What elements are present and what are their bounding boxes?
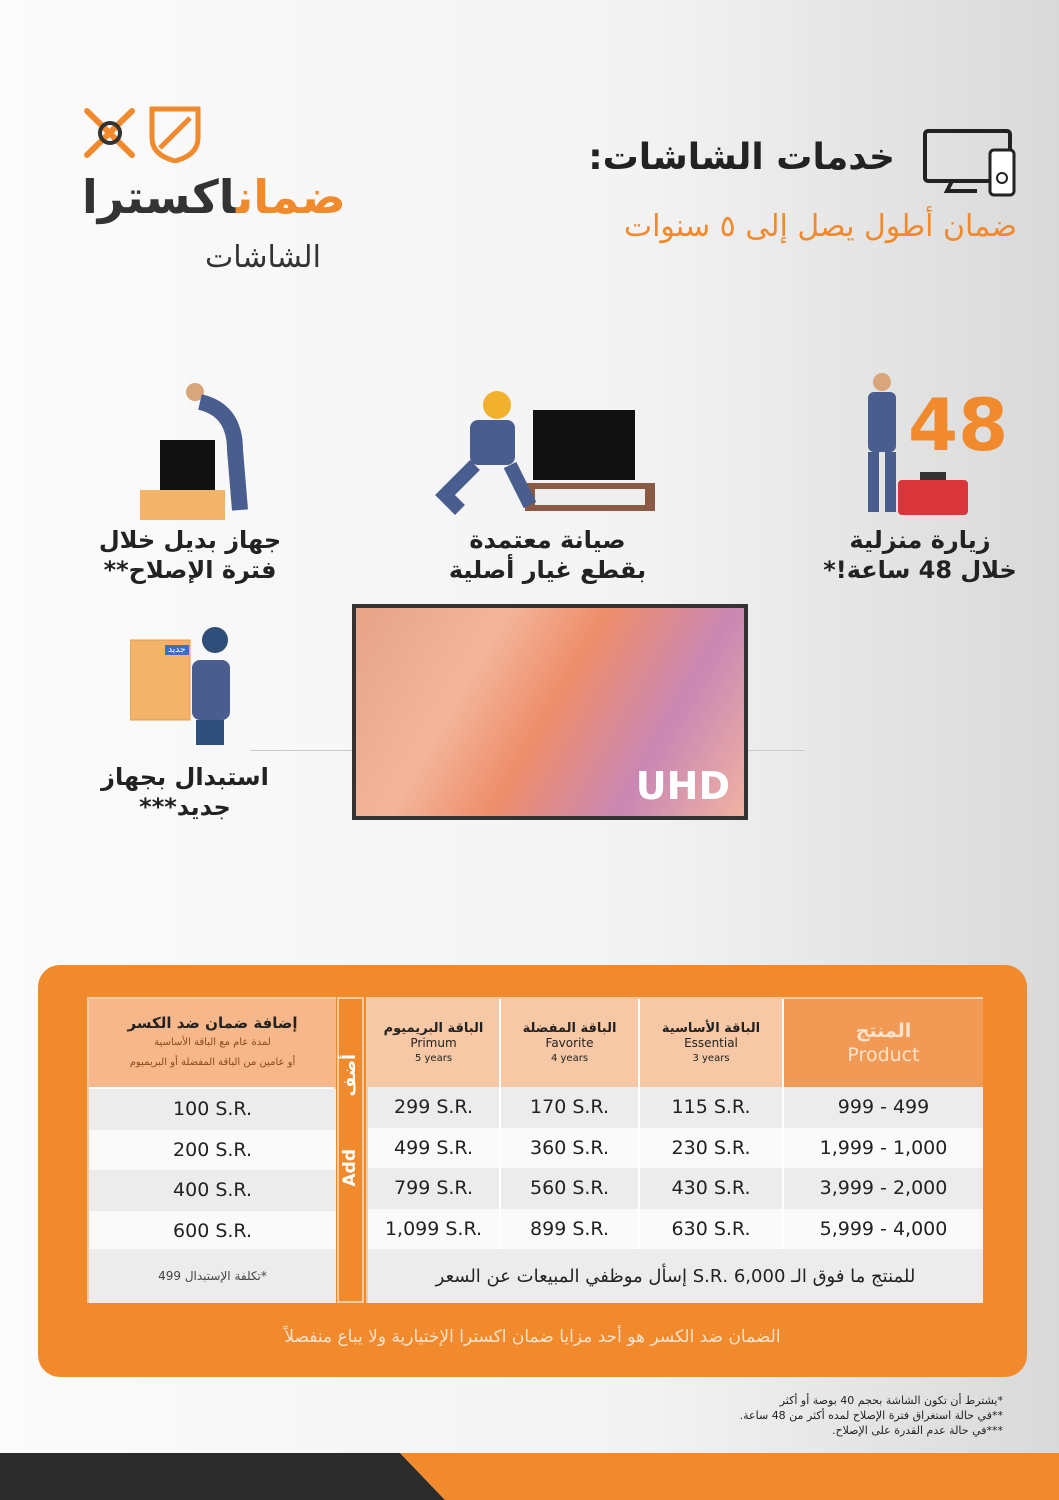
addon-price-cell: 400 S.R. xyxy=(89,1170,336,1211)
addon-header: إضافة ضمان ضد الكسر لمدة عام مع الباقة ا… xyxy=(89,999,336,1087)
service-new-device-label: استبدال بجهاز جديد*** xyxy=(101,763,269,821)
logo-main: اكسترا xyxy=(82,170,236,224)
pricing-table: الباقة البريميوم Primum 5 years الباقة الم… xyxy=(366,997,983,1303)
new-box-label: جديد xyxy=(165,645,189,655)
price-cell: 799 S.R. xyxy=(368,1168,499,1209)
logo-accent: ضمان xyxy=(236,170,346,224)
footnote: **في حالة استغراق فترة الإصلاح لمده أكثر… xyxy=(739,1409,1003,1422)
page-subtitle: ضمان أطول يصل إلى ٥ سنوات xyxy=(623,209,1017,244)
price-cell: 630 S.R. xyxy=(640,1208,782,1249)
header-en: Product xyxy=(847,1044,920,1066)
addon-table: إضافة ضمان ضد الكسر لمدة عام مع الباقة ا… xyxy=(87,997,336,1303)
addon-sub2: أو عامين من الباقة المفضلة أو البريميوم xyxy=(129,1057,296,1068)
price-cell: 430 S.R. xyxy=(640,1168,782,1209)
add-label-ar: أضف xyxy=(340,1054,360,1097)
addon-price-cell: 600 S.R. xyxy=(89,1210,336,1251)
header-en: Favorite xyxy=(545,1035,594,1050)
page-title: خدمات الشاشات: xyxy=(588,137,895,178)
header-product: المنتج Product xyxy=(784,999,983,1087)
hours-badge: 48 xyxy=(908,383,1009,467)
product-range-cell: 3,999 - 2,000 xyxy=(784,1168,983,1209)
header-premium: الباقة البريميوم Primum 5 years xyxy=(368,999,499,1087)
header-ar: المنتج xyxy=(855,1020,912,1042)
add-strip: أضف Add xyxy=(337,997,364,1303)
logo-wordmark: ضماناكسترا xyxy=(82,170,346,224)
tv-image: UHD xyxy=(352,604,748,820)
table-note: للمنتج ما فوق الـ 6,000 .S.R إسأل موظفي … xyxy=(368,1249,983,1303)
service-replacement-device-label: جهاز بديل خلال فترة الإصلاح** xyxy=(98,526,282,584)
header-essential: الباقة الأساسية Essential 3 years xyxy=(640,999,782,1087)
addon-title: إضافة ضمان ضد الكسر xyxy=(127,1014,298,1032)
uhd-label: UHD xyxy=(635,764,730,808)
price-cell: 230 S.R. xyxy=(640,1127,782,1168)
service-new-device: جديد xyxy=(129,620,240,750)
price-cell: 299 S.R. xyxy=(368,1087,499,1128)
price-cell: 899 S.R. xyxy=(501,1208,638,1249)
header-ar: الباقة المفضلة xyxy=(522,1020,617,1036)
price-cell: 360 S.R. xyxy=(501,1127,638,1168)
panel-footer: الضمان ضد الكسر هو أحد مزايا ضمان اكسترا… xyxy=(284,1327,781,1347)
service-home-visit: 48 xyxy=(820,370,1020,524)
product-range-cell: 1,999 - 1,000 xyxy=(784,1127,983,1168)
price-cell: 170 S.R. xyxy=(501,1087,638,1128)
addon-sub1: لمدة عام مع الباقة الأساسية xyxy=(154,1037,271,1048)
tv-remote-icon xyxy=(923,129,1016,197)
addon-price-cell: 200 S.R. xyxy=(89,1129,336,1170)
technician-toolbox-icon xyxy=(868,373,968,515)
header-years: 5 years xyxy=(414,1052,453,1064)
header-ar: الباقة الأساسية xyxy=(661,1020,761,1036)
price-cell: 1,099 S.R. xyxy=(368,1208,499,1249)
delivery-person-icon xyxy=(129,627,230,745)
addon-price-cell: 100 S.R. xyxy=(89,1089,336,1130)
bottom-bar xyxy=(0,1453,1059,1500)
addon-note: *تكلفة الإستبدال 499 xyxy=(89,1249,336,1303)
add-label-en: Add xyxy=(340,1149,360,1187)
footnote: ***في حالة عدم القدرة على الإصلاح. xyxy=(832,1424,1003,1437)
header-ar: الباقة البريميوم xyxy=(383,1020,484,1036)
price-cell: 115 S.R. xyxy=(640,1087,782,1128)
header-favorite: الباقة المفضلة Favorite 4 years xyxy=(501,999,638,1087)
header-years: 3 years xyxy=(692,1052,730,1064)
product-range-cell: 5,999 - 4,000 xyxy=(784,1208,983,1249)
price-cell: 499 S.R. xyxy=(368,1127,499,1168)
footnotes: *يشترط أن تكون الشاشة بحجم 40 بوصة أو أك… xyxy=(700,1393,1003,1438)
footnote: *يشترط أن تكون الشاشة بحجم 40 بوصة أو أك… xyxy=(779,1394,1003,1407)
technician-box-icon xyxy=(140,383,248,520)
service-maintenance-label: صيانة معتمدة بقطع غيار أصلية xyxy=(448,526,647,584)
header-en: Essential xyxy=(684,1035,738,1050)
logo-mark-icon xyxy=(84,106,201,163)
header-years: 4 years xyxy=(550,1052,589,1064)
technician-repair-tv-icon xyxy=(435,391,655,515)
price-cell: 560 S.R. xyxy=(501,1168,638,1209)
header-en: Primum xyxy=(410,1035,457,1050)
logo-subtitle: الشاشات xyxy=(205,240,321,275)
product-range-cell: 999 - 499 xyxy=(784,1087,983,1128)
service-home-visit-label: زيارة منزلية خلال 48 ساعة!* xyxy=(823,526,1017,584)
